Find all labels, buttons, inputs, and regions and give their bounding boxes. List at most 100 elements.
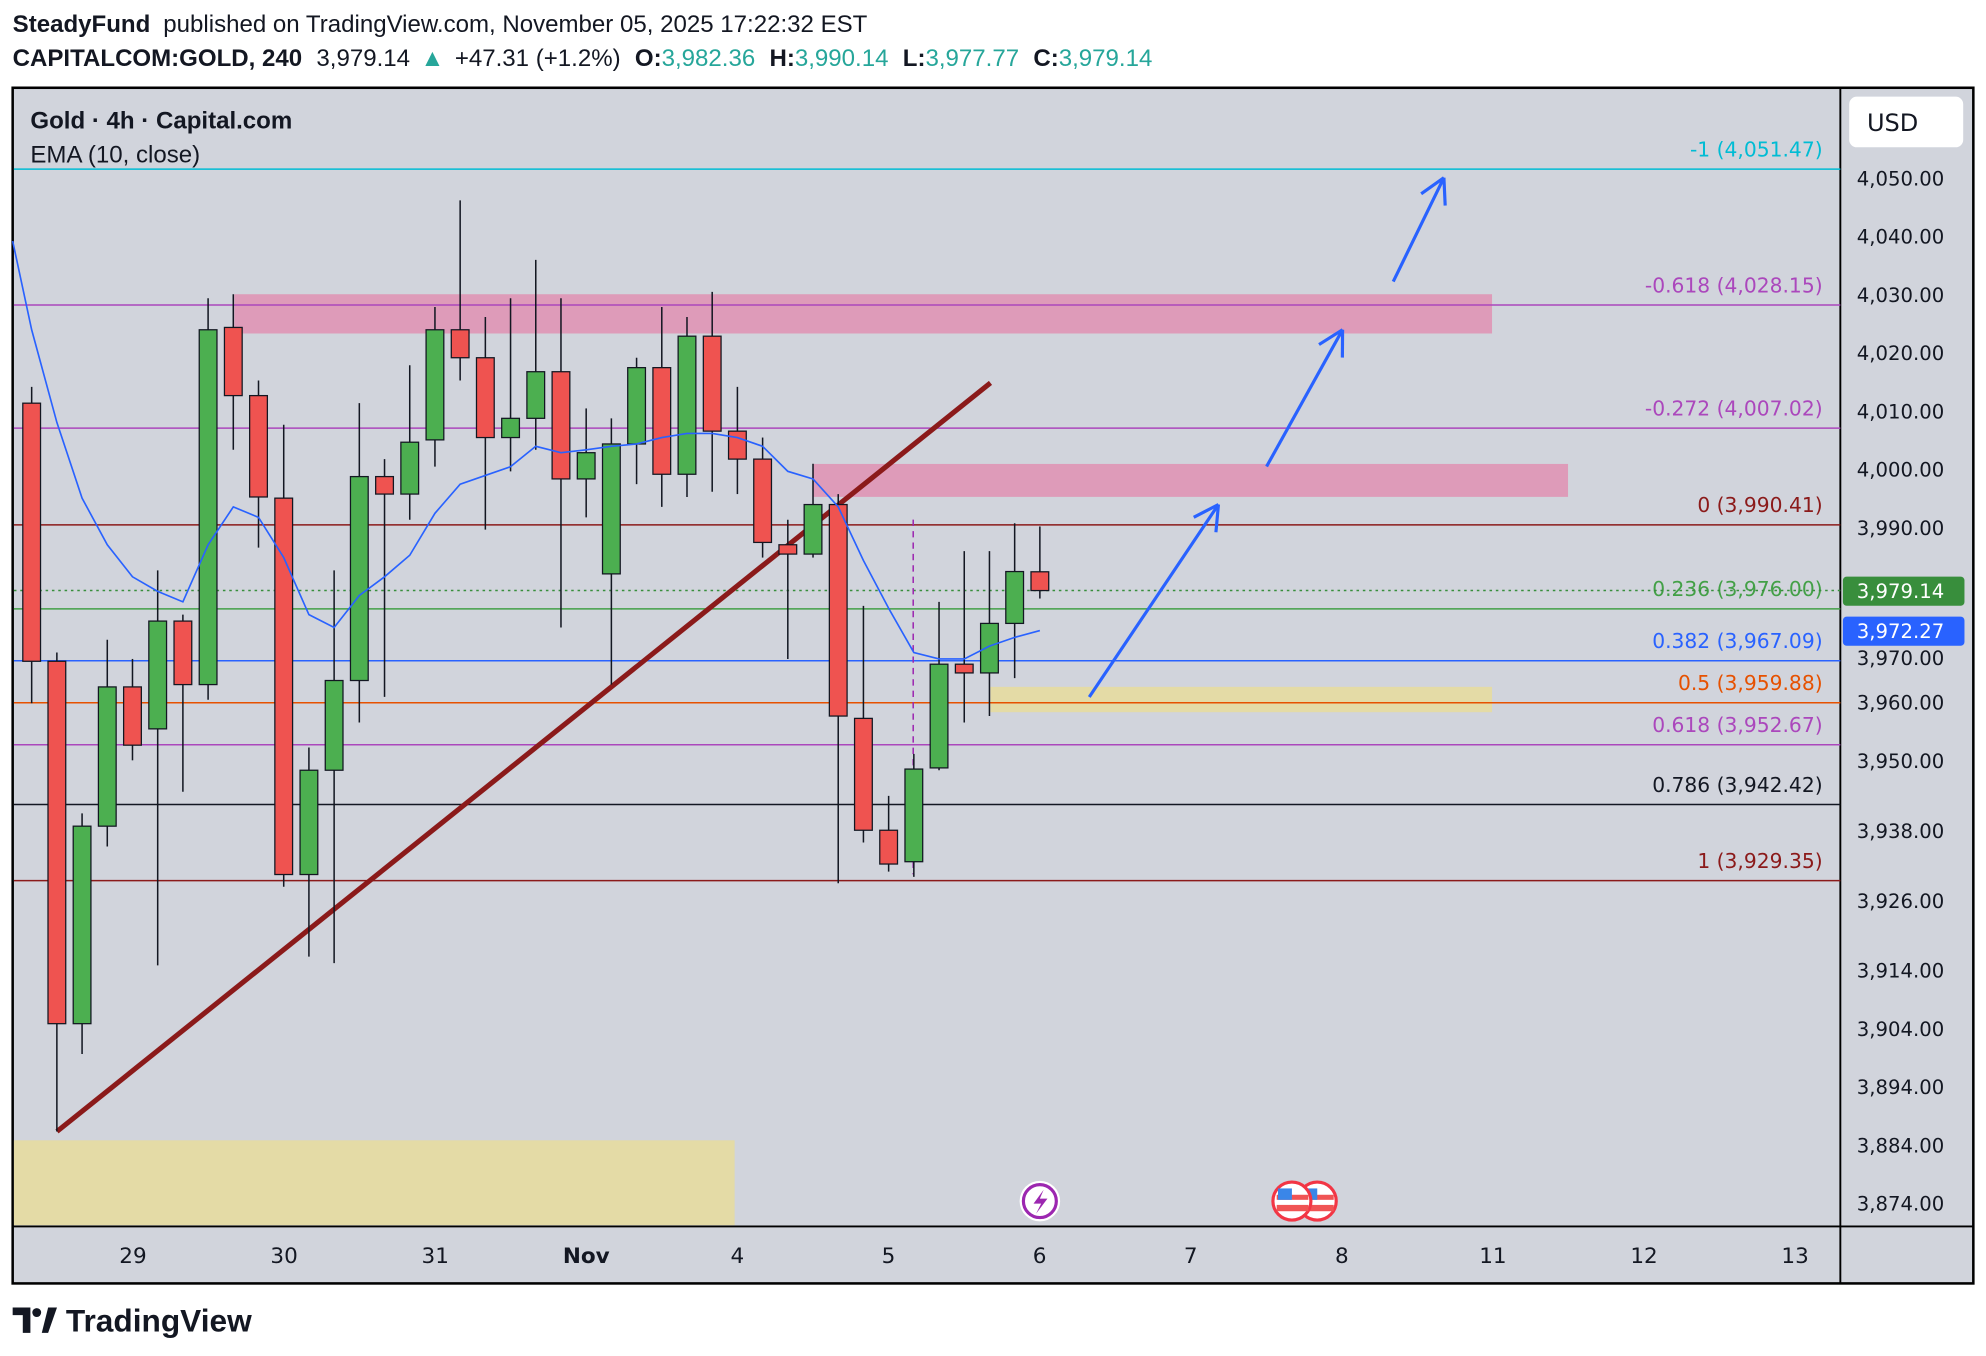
arrow-head [1214,504,1221,533]
plot-area[interactable]: -1 (4,051.47) -0.618 (4,028.15) -0.272 (4,… [11,137,1841,1226]
candle[interactable] [828,494,848,884]
candle-body [72,825,92,1025]
candle-body [979,622,999,674]
us-flag-icon[interactable] [1271,1180,1313,1222]
candle[interactable] [249,380,269,548]
candle[interactable] [22,386,42,704]
candle[interactable] [576,408,596,518]
candle-body [1030,571,1050,592]
last-price: 3,979.14 [316,45,410,72]
ema-line[interactable] [11,240,1041,660]
candle-body [173,620,193,686]
indicator-legend-ema[interactable]: EMA (10, close) [30,142,200,169]
price-axis[interactable]: 3,979.14 3,972.27 4,050.00 4,040.00 4,030.00… [1842,167,1965,1216]
time-axis-tick: 4 [731,1244,745,1269]
candle[interactable] [349,403,369,723]
projection-arrow[interactable] [1265,328,1345,468]
low-value: 3,977.77 [925,45,1019,72]
resistance-zone-upper[interactable] [234,294,1493,334]
resistance-zone-lower[interactable] [813,463,1569,497]
price-axis-tick: 3,874.00 [1857,1193,1944,1216]
time-axis-tick: 11 [1479,1244,1506,1269]
candle[interactable] [954,551,974,723]
price-axis-tick: 4,000.00 [1857,459,1944,482]
candle[interactable] [148,570,168,966]
candle[interactable] [879,795,899,872]
candle[interactable] [198,298,218,700]
candle-body [148,620,168,730]
publish-line: SteadyFund published on TradingView.com,… [13,11,868,38]
candle-body [400,441,420,495]
candle[interactable] [450,200,470,381]
candle[interactable] [652,307,672,507]
candle[interactable] [778,519,798,659]
last-price-badge [1842,576,1965,606]
fib-level-label: 0.786 (3,942.42) [1652,773,1822,797]
candle[interactable] [803,463,823,558]
candle[interactable] [929,601,949,771]
tradingview-logo[interactable]: TradingView [12,1303,252,1339]
candle[interactable] [375,459,395,697]
projection-arrow[interactable] [1391,176,1447,283]
candle[interactable] [853,605,873,843]
candle-body [853,717,873,831]
candle[interactable] [324,570,344,964]
candle-body [677,335,697,475]
time-axis-tick: 31 [422,1244,449,1269]
candle[interactable] [425,307,445,467]
candle[interactable] [223,294,243,450]
symbol: CAPITALCOM:GOLD, 240 [13,45,302,72]
price-axis-tick: 4,010.00 [1857,400,1944,423]
candle[interactable] [979,551,999,717]
candle[interactable] [173,614,193,792]
arrow-shaft [1391,177,1446,283]
demand-zone[interactable] [13,1140,735,1226]
candle[interactable] [904,753,924,877]
candle-body [778,544,798,555]
candle-body [22,402,42,662]
candle[interactable] [72,813,92,1054]
candle[interactable] [47,652,67,1132]
candle-body [904,768,924,863]
price-axis-tick: 3,894.00 [1857,1076,1944,1099]
publish-info: published on TradingView.com, November 0… [163,11,867,38]
lightning-icon[interactable] [1019,1180,1061,1222]
projection-arrow[interactable] [1087,503,1221,698]
candle[interactable] [97,639,117,847]
fib-level-label: 0.382 (3,967.09) [1652,629,1822,653]
candle[interactable] [501,298,521,472]
candle-body [576,452,596,480]
arrow-shaft [1087,503,1220,698]
candle[interactable] [601,418,621,685]
arrow-head [1420,176,1445,196]
fib-level-label: -0.272 (4,007.02) [1645,396,1823,420]
support-zone[interactable] [990,686,1493,713]
time-axis-tick: 6 [1033,1244,1047,1269]
candle-body [601,443,621,575]
fib-level-label: 0 (3,990.41) [1697,493,1822,517]
tradingview-brand: TradingView [66,1303,252,1339]
candle[interactable] [299,747,319,957]
low-label: L: [903,45,926,72]
candle-body [702,335,722,432]
candle[interactable] [122,658,142,761]
author-name[interactable]: SteadyFund [13,11,151,38]
candle[interactable] [753,437,773,558]
candle[interactable] [526,259,546,450]
time-axis-tick: 29 [119,1244,146,1269]
time-axis-tick: 13 [1781,1244,1808,1269]
up-triangle-icon: ▲ [421,45,445,72]
candle[interactable] [400,365,420,520]
candle[interactable] [677,316,697,497]
candle[interactable] [702,291,722,492]
currency-button[interactable] [1849,96,1964,148]
candle[interactable] [1030,526,1050,599]
candle[interactable] [274,424,294,887]
price-axis-tick: 3,938.00 [1857,820,1944,843]
candle[interactable] [1005,523,1025,679]
candle[interactable] [475,316,495,530]
candle[interactable] [727,386,747,495]
time-axis[interactable]: 29 30 31 Nov 4 5 6 7 8 11 12 13 [119,1244,1809,1269]
candle-body [1005,570,1025,625]
candle-body [249,394,269,498]
